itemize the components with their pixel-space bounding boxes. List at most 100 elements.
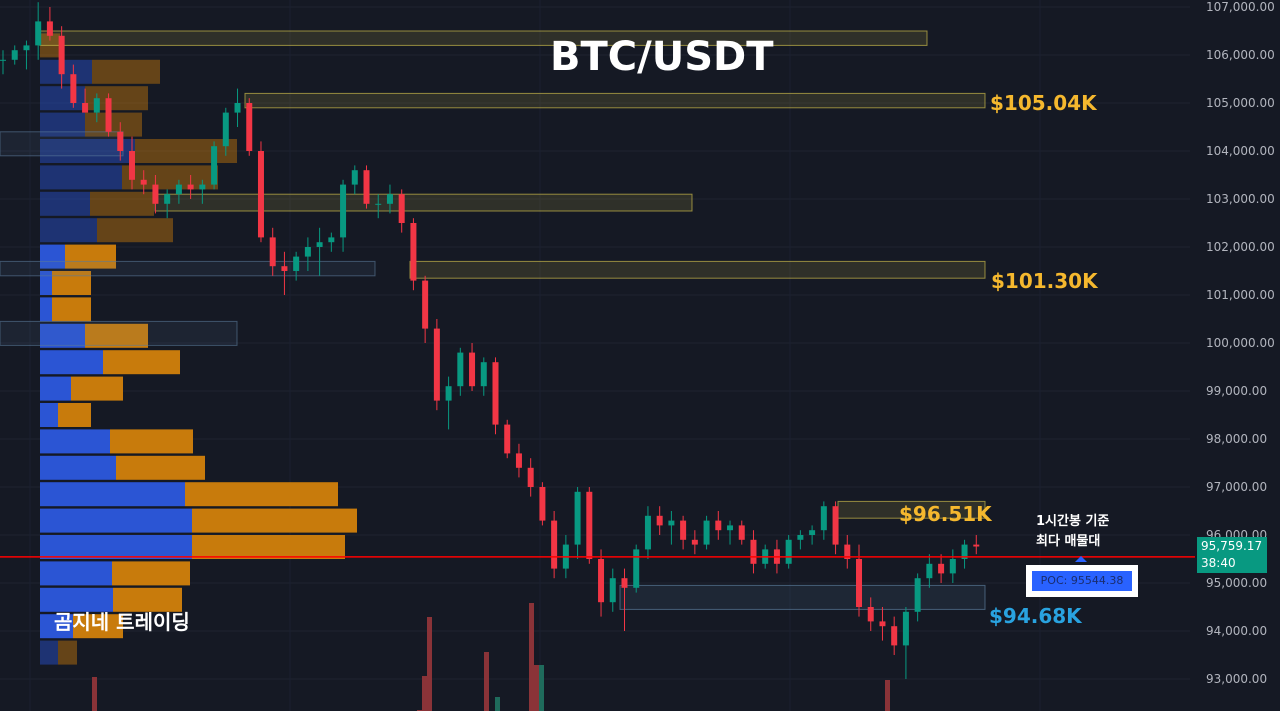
candle [70,64,77,108]
poc-label-box: POC: 95544.38 [1026,565,1138,597]
volume-profile-sell-bar [103,350,180,375]
candle [410,218,417,291]
volume-profile-sell-bar [85,323,148,348]
candle [257,141,264,243]
candle [152,175,159,214]
candle [0,50,6,75]
price-zone-faded [0,131,124,157]
candle-body [644,515,651,550]
volume-profile-buy-bar [40,297,52,322]
candle-body [879,621,886,627]
candle-body [891,626,898,646]
candle [609,568,616,612]
candle-body [234,103,241,113]
candle-body [586,491,593,559]
price-zone [39,30,928,46]
volume-profile-buy-bar [40,535,192,559]
candle [703,515,710,550]
candle-body [457,352,464,387]
volume-profile-buy-bar [40,482,185,507]
candle [128,136,135,190]
volume-profile-sell-bar [90,191,154,216]
volume-profile-buy-bar [40,244,65,269]
candle [23,40,30,70]
volume-profile-buy-bar [40,112,85,137]
poc-note: 1시간봉 기준 최다 매물대 [1036,512,1109,552]
price-zone [619,584,986,610]
candle-body [82,103,89,113]
candle [527,458,534,497]
last-price-tag: 95,759.17 38:40 [1197,537,1267,573]
volume-profile-sell-bar [110,429,193,454]
volume-profile-buy-bar [40,614,73,639]
candle-body [70,74,77,103]
candle-body [598,559,605,603]
candle-body [422,280,429,329]
candle [187,175,194,199]
volume-profile-buy-bar [40,376,71,401]
candle-body [140,179,147,185]
y-tick-label: 100,000.00 [1206,336,1275,350]
candle [93,93,100,123]
candle [515,443,522,478]
volume-profile-buy-bar [40,350,103,375]
y-tick-label: 101,000.00 [1206,288,1275,302]
candle [539,482,546,526]
candle-body [820,506,827,531]
volume-profile-buy-bar [40,271,52,295]
y-tick-label: 95,000.00 [1206,576,1267,590]
candle-body [11,50,18,60]
chart-title: BTC/USDT [550,34,774,80]
volume-bar [495,697,500,711]
y-tick-label: 107,000.00 [1206,0,1275,14]
candle [492,357,499,435]
candle-body [293,256,300,271]
volume-profile-sell-bar [58,403,91,427]
volume-profile-sell-bar [73,614,123,639]
y-tick-label: 97,000.00 [1206,480,1267,494]
candle [363,165,370,209]
candle [785,535,792,569]
candle [164,189,171,219]
candle [246,98,253,156]
volume-bar [92,677,97,711]
volume-profile-sell-bar [113,587,182,612]
candle-body [680,520,687,540]
price-zone [154,193,693,212]
volume-profile-buy-bar [40,191,90,216]
candle-body [58,35,65,75]
candle [551,511,558,579]
candle [820,501,827,540]
volume-profile-sell-bar [192,535,345,559]
poc-label: POC: 95544.38 [1032,571,1132,591]
volume-profile-buy-bar [40,561,112,586]
candle-body [304,247,311,257]
candle [926,554,933,588]
price-zone-faded [0,320,238,346]
candle-body [128,151,135,180]
candle-body [281,266,288,271]
candle-body [23,45,30,51]
candle [738,520,745,545]
volume-profile-buy-bar [40,323,85,348]
price-zone-faded [0,260,376,277]
y-tick-label: 93,000.00 [1206,672,1267,686]
candle-body [938,563,945,574]
volume-bar [484,652,489,711]
candle-body [445,386,452,401]
volume-profile-buy-bar [40,587,113,612]
candle [902,607,909,679]
volume-profile-buy-bar [40,455,116,480]
candle-body [867,607,874,622]
candle [727,520,734,545]
candle-body [246,103,253,151]
candle-body [410,223,417,281]
candle-body [211,146,218,185]
candle [375,194,382,219]
level-label-101k: $101.30K [991,269,1098,293]
candle-body [750,539,757,564]
candle [351,165,358,195]
volume-profile-buy-bar [40,403,58,427]
candle [11,45,18,65]
